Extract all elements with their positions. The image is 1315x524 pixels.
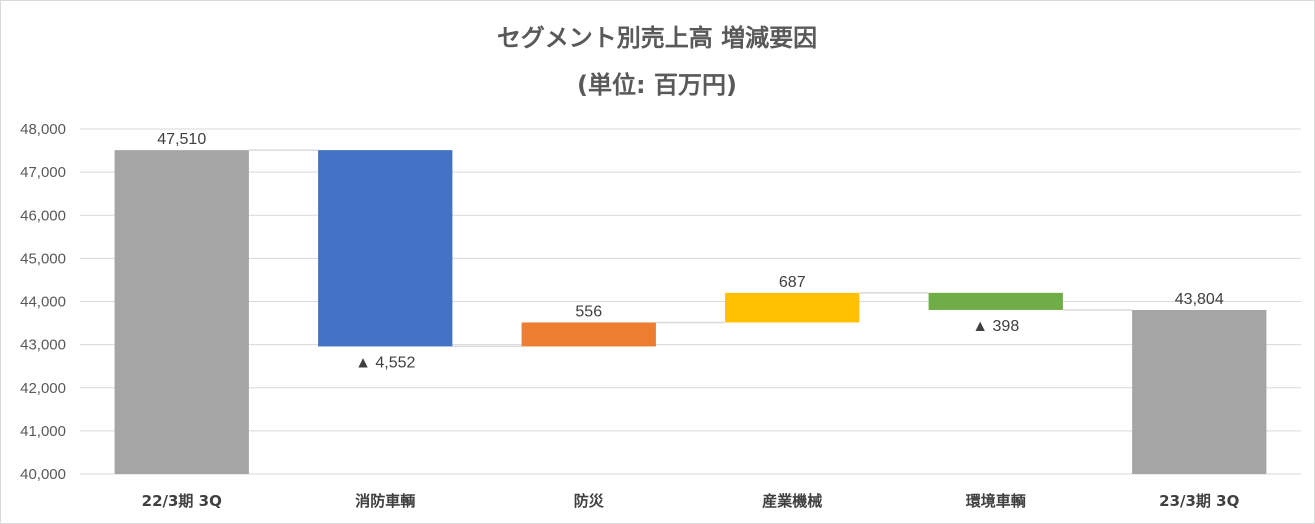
data-label: 687 bbox=[779, 274, 806, 291]
x-category-label: 防災 bbox=[574, 492, 605, 510]
data-label: ▲ 398 bbox=[972, 318, 1019, 335]
bar bbox=[521, 322, 656, 347]
x-category-label: 産業機械 bbox=[762, 492, 822, 510]
y-tick-label: 46,000 bbox=[20, 207, 66, 224]
y-tick-label: 47,000 bbox=[20, 164, 66, 181]
chart-subtitle: (単位: 百万円) bbox=[577, 71, 737, 99]
bar bbox=[318, 150, 453, 347]
x-category-label: 環境車輌 bbox=[966, 492, 1026, 510]
y-tick-label: 45,000 bbox=[20, 250, 66, 267]
x-category-label: 23/3期 3Q bbox=[1159, 492, 1239, 510]
y-axis-ticks: 40,000 41,000 42,000 43,000 44,000 45,000 46,0… bbox=[20, 121, 66, 483]
data-label: ▲ 4,552 bbox=[355, 354, 415, 371]
bar bbox=[1132, 309, 1267, 474]
x-category-label: 消防車輌 bbox=[355, 492, 415, 510]
y-tick-label: 44,000 bbox=[20, 294, 66, 311]
y-tick-label: 41,000 bbox=[20, 423, 66, 440]
data-label: 47,510 bbox=[157, 131, 206, 148]
bar bbox=[114, 150, 249, 474]
chart-title: セグメント別売上高 増減要因 bbox=[497, 24, 817, 52]
bars bbox=[114, 150, 1267, 474]
y-tick-label: 48,000 bbox=[20, 121, 66, 138]
y-tick-label: 42,000 bbox=[20, 380, 66, 397]
bar bbox=[725, 292, 860, 323]
y-tick-label: 40,000 bbox=[20, 466, 66, 483]
y-tick-label: 43,000 bbox=[20, 337, 66, 354]
gridlines bbox=[80, 128, 1301, 475]
data-labels: 47,510 ▲ 4,552 556 687 ▲ 398 43,804 bbox=[157, 131, 1224, 371]
data-label: 556 bbox=[575, 303, 602, 320]
x-axis-categories: 22/3期 3Q 消防車輌 防災 産業機械 環境車輌 23/3期 3Q bbox=[142, 492, 1240, 510]
connector-lines bbox=[248, 149, 1133, 348]
x-category-label: 22/3期 3Q bbox=[142, 492, 222, 510]
data-label: 43,804 bbox=[1175, 291, 1224, 308]
bar bbox=[928, 292, 1063, 310]
